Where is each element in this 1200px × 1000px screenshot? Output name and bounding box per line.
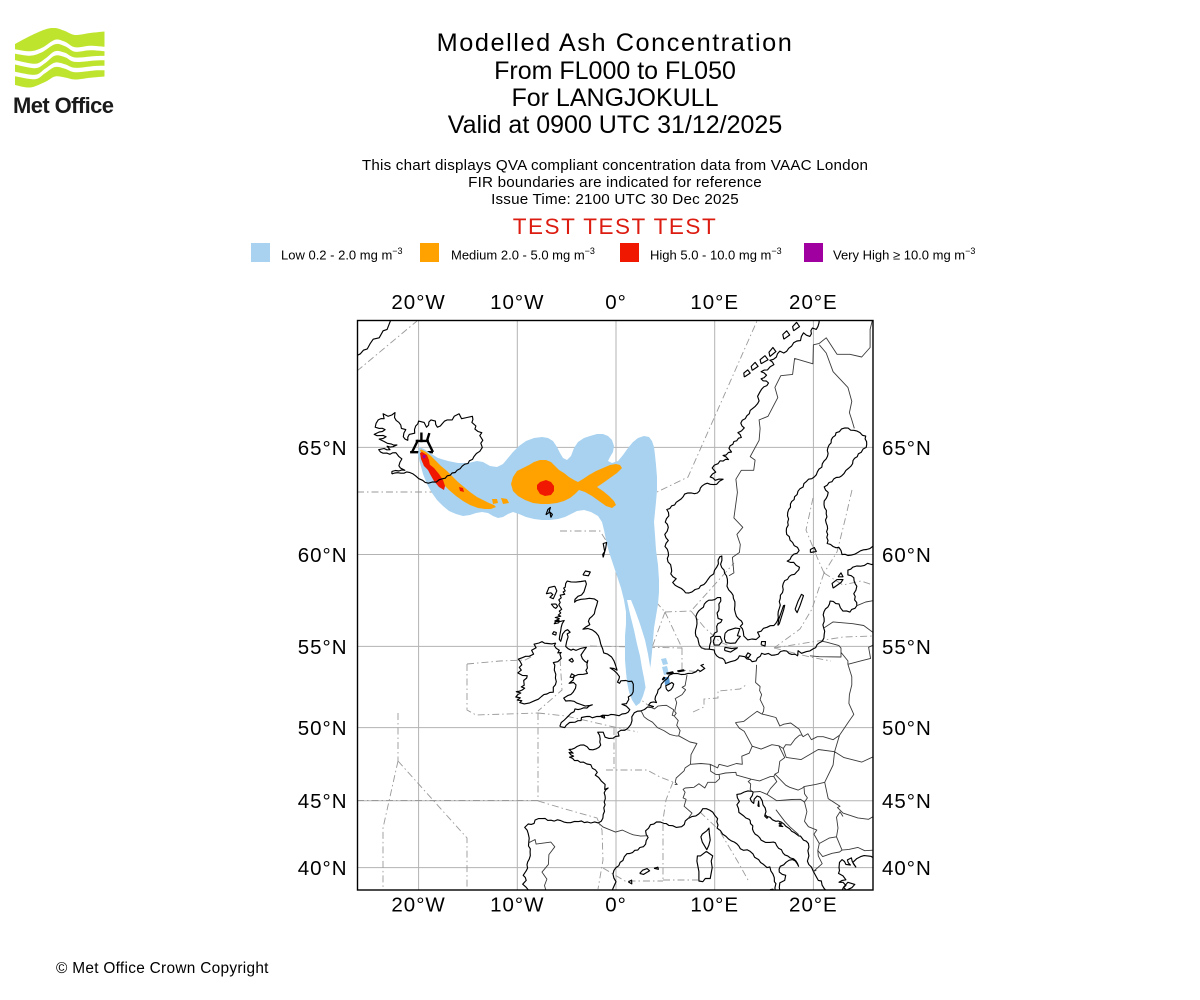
svg-text:45°N: 45°N	[882, 790, 932, 813]
svg-text:55°N: 55°N	[298, 636, 348, 659]
svg-text:55°N: 55°N	[882, 636, 932, 659]
svg-text:0°: 0°	[605, 291, 627, 314]
svg-text:10°E: 10°E	[690, 291, 739, 314]
svg-text:20°W: 20°W	[391, 291, 445, 314]
svg-text:40°N: 40°N	[882, 857, 932, 880]
svg-text:50°N: 50°N	[298, 717, 348, 740]
svg-text:40°N: 40°N	[298, 857, 348, 880]
svg-text:50°N: 50°N	[882, 717, 932, 740]
svg-text:10°W: 10°W	[490, 893, 544, 916]
svg-text:10°W: 10°W	[490, 291, 544, 314]
svg-text:20°W: 20°W	[391, 893, 445, 916]
svg-text:65°N: 65°N	[882, 437, 932, 460]
svg-text:45°N: 45°N	[298, 790, 348, 813]
svg-text:20°E: 20°E	[789, 291, 838, 314]
svg-text:65°N: 65°N	[298, 437, 348, 460]
svg-text:60°N: 60°N	[298, 544, 348, 567]
svg-text:60°N: 60°N	[882, 544, 932, 567]
svg-text:20°E: 20°E	[789, 893, 838, 916]
svg-text:10°E: 10°E	[690, 893, 739, 916]
svg-text:0°: 0°	[605, 893, 627, 916]
